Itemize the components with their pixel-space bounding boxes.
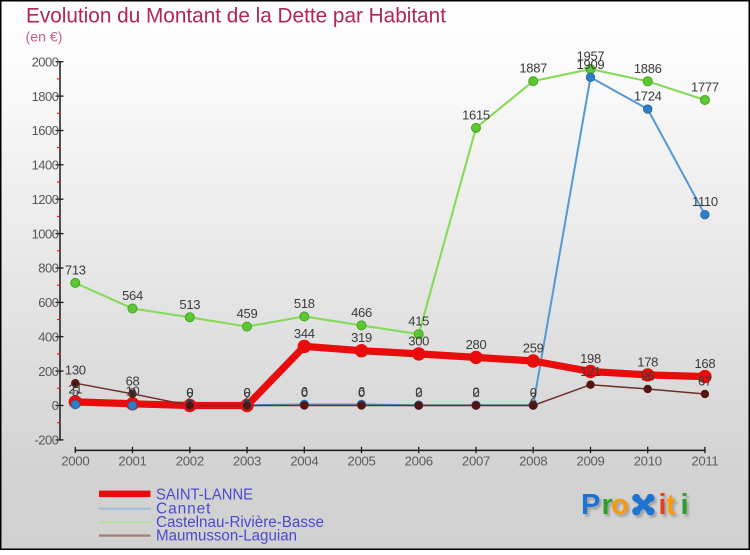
svg-text:1200: 1200 <box>32 192 59 207</box>
svg-text:344: 344 <box>294 326 315 341</box>
svg-text:2: 2 <box>415 385 422 400</box>
svg-text:0: 0 <box>473 385 480 400</box>
svg-text:121: 121 <box>580 364 601 379</box>
svg-text:200: 200 <box>38 364 58 379</box>
svg-text:2005: 2005 <box>347 454 375 469</box>
svg-text:600: 600 <box>38 295 58 310</box>
svg-text:2011: 2011 <box>691 454 718 469</box>
svg-text:21: 21 <box>68 381 82 396</box>
svg-text:2004: 2004 <box>290 454 318 469</box>
svg-text:2001: 2001 <box>118 454 146 469</box>
svg-text:0: 0 <box>530 385 537 400</box>
svg-text:415: 415 <box>408 314 429 329</box>
svg-text:Castelnau-Rivière-Basse: Castelnau-Rivière-Basse <box>156 514 324 531</box>
svg-text:2: 2 <box>530 390 537 405</box>
svg-text:t: t <box>666 489 676 521</box>
svg-text:280: 280 <box>466 337 487 352</box>
svg-text:259: 259 <box>523 341 544 356</box>
svg-text:i: i <box>659 489 667 521</box>
svg-text:r: r <box>602 489 613 521</box>
svg-text:0: 0 <box>358 385 365 400</box>
svg-text:(en €): (en €) <box>26 29 63 45</box>
svg-text:1400: 1400 <box>32 158 59 173</box>
svg-text:2008: 2008 <box>519 454 547 469</box>
svg-text:1000: 1000 <box>32 226 59 241</box>
svg-text:1909: 1909 <box>577 57 605 72</box>
svg-text:319: 319 <box>351 330 372 345</box>
svg-text:6: 6 <box>358 384 365 399</box>
svg-text:400: 400 <box>38 329 58 344</box>
svg-text:518: 518 <box>294 296 315 311</box>
svg-text:0: 0 <box>186 385 193 400</box>
svg-text:1887: 1887 <box>519 61 547 76</box>
svg-text:178: 178 <box>637 354 658 369</box>
svg-text:2: 2 <box>186 389 193 404</box>
svg-text:10: 10 <box>126 383 140 398</box>
svg-text:1800: 1800 <box>32 89 59 104</box>
svg-text:Evolution du Montant de la Det: Evolution du Montant de la Dette par Hab… <box>26 5 446 28</box>
svg-text:i: i <box>681 489 689 521</box>
svg-text:2: 2 <box>244 389 251 404</box>
svg-text:0: 0 <box>415 385 422 400</box>
svg-text:P: P <box>581 489 600 521</box>
svg-text:1957: 1957 <box>577 49 605 64</box>
svg-text:130: 130 <box>65 363 86 378</box>
svg-text:1600: 1600 <box>32 123 59 138</box>
svg-text:o: o <box>611 489 629 521</box>
svg-text:0: 0 <box>244 385 251 400</box>
svg-text:713: 713 <box>65 262 86 277</box>
svg-text:1615: 1615 <box>462 107 490 122</box>
svg-text:513: 513 <box>179 297 200 312</box>
svg-text:5: 5 <box>72 384 79 399</box>
svg-text:68: 68 <box>126 373 140 388</box>
svg-text:2010: 2010 <box>634 454 662 469</box>
svg-text:2000: 2000 <box>61 454 89 469</box>
svg-text:466: 466 <box>351 305 372 320</box>
svg-text:1110: 1110 <box>692 194 718 209</box>
svg-text:2: 2 <box>473 385 480 400</box>
svg-text:-200: -200 <box>34 433 58 448</box>
svg-text:2007: 2007 <box>462 454 490 469</box>
svg-text:96: 96 <box>641 369 655 384</box>
svg-text:2006: 2006 <box>405 454 433 469</box>
svg-text:1724: 1724 <box>634 89 662 104</box>
svg-text:0: 0 <box>129 385 136 400</box>
svg-text:SAINT-LANNE: SAINT-LANNE <box>156 487 253 504</box>
svg-text:2003: 2003 <box>233 454 261 469</box>
svg-text:1777: 1777 <box>691 80 719 95</box>
svg-text:1886: 1886 <box>634 61 662 76</box>
svg-text:800: 800 <box>38 261 58 276</box>
svg-text:0: 0 <box>52 398 59 413</box>
svg-text:67: 67 <box>698 374 712 389</box>
svg-text:2002: 2002 <box>176 454 204 469</box>
svg-text:459: 459 <box>237 306 258 321</box>
svg-text:Cannet: Cannet <box>156 501 211 518</box>
svg-text:0: 0 <box>186 385 193 400</box>
svg-text:2009: 2009 <box>576 454 604 469</box>
svg-text:300: 300 <box>408 333 429 348</box>
svg-text:2000: 2000 <box>32 54 59 69</box>
svg-text:564: 564 <box>122 288 143 303</box>
svg-text:6: 6 <box>301 384 308 399</box>
svg-text:198: 198 <box>580 351 601 366</box>
svg-text:0: 0 <box>244 385 251 400</box>
svg-text:0: 0 <box>301 385 308 400</box>
svg-text:168: 168 <box>695 356 716 371</box>
svg-text:Maumusson-Laguian: Maumusson-Laguian <box>156 528 297 545</box>
